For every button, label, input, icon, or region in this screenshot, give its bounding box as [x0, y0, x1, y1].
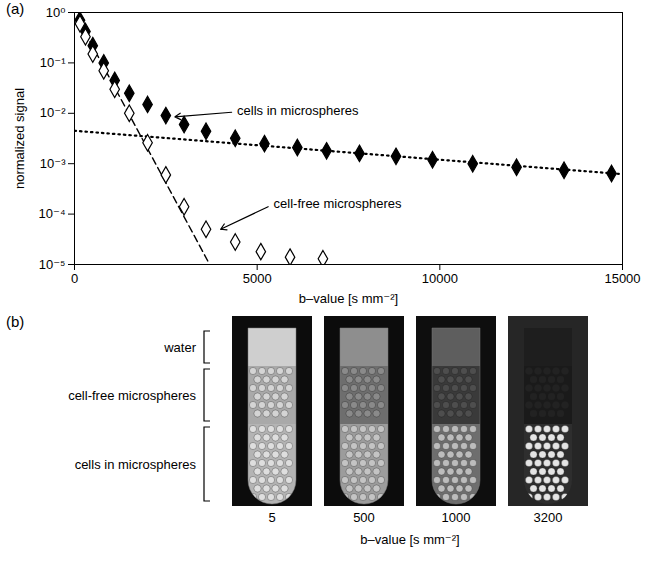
svg-text:cells in microspheres: cells in microspheres: [237, 103, 359, 118]
svg-text:15000: 15000: [604, 271, 640, 286]
svg-text:10000: 10000: [422, 271, 458, 286]
svg-text:normalized signal: normalized signal: [12, 88, 27, 189]
html-text:(a): (a): [6, 0, 25, 17]
svg-text:500: 500: [353, 510, 375, 525]
svg-text:10⁻²: 10⁻²: [40, 105, 66, 120]
svg-text:10⁻¹: 10⁻¹: [40, 55, 66, 70]
svg-text:5: 5: [268, 510, 275, 525]
svg-text:10⁻³: 10⁻³: [40, 156, 66, 171]
svg-text:10⁰: 10⁰: [46, 5, 66, 20]
svg-text:cells in microspheres: cells in microspheres: [75, 457, 197, 472]
svg-text:1000: 1000: [442, 510, 471, 525]
svg-text:water: water: [163, 340, 196, 355]
svg-text:5000: 5000: [243, 271, 272, 286]
svg-text:10⁻⁵: 10⁻⁵: [39, 257, 66, 272]
svg-text:3200: 3200: [534, 510, 563, 525]
svg-text:0: 0: [71, 271, 78, 286]
svg-text:b–value [s mm⁻²]: b–value [s mm⁻²]: [360, 532, 459, 547]
svg-text:b–value [s mm⁻²]: b–value [s mm⁻²]: [299, 291, 398, 306]
svg-text:10⁻⁴: 10⁻⁴: [39, 206, 66, 221]
svg-text:cell-free microspheres: cell-free microspheres: [68, 388, 196, 403]
svg-text:cell-free microspheres: cell-free microspheres: [274, 196, 402, 211]
svg-text:(b): (b): [6, 313, 24, 330]
